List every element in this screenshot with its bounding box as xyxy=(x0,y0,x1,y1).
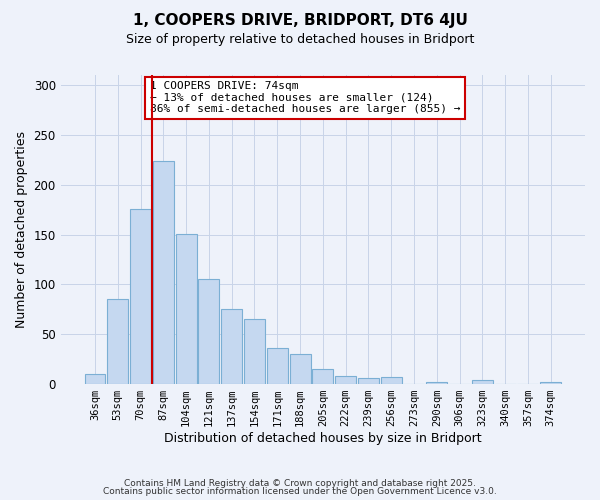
Text: 1 COOPERS DRIVE: 74sqm
← 13% of detached houses are smaller (124)
86% of semi-de: 1 COOPERS DRIVE: 74sqm ← 13% of detached… xyxy=(150,81,460,114)
Bar xyxy=(85,374,106,384)
Bar xyxy=(381,377,401,384)
Text: Size of property relative to detached houses in Bridport: Size of property relative to detached ho… xyxy=(126,32,474,46)
Bar xyxy=(221,310,242,384)
Bar xyxy=(335,376,356,384)
Text: Contains HM Land Registry data © Crown copyright and database right 2025.: Contains HM Land Registry data © Crown c… xyxy=(124,478,476,488)
Bar xyxy=(107,300,128,384)
Bar xyxy=(176,234,197,384)
Bar xyxy=(130,208,151,384)
Bar xyxy=(472,380,493,384)
Bar xyxy=(426,382,447,384)
Text: Contains public sector information licensed under the Open Government Licence v3: Contains public sector information licen… xyxy=(103,487,497,496)
X-axis label: Distribution of detached houses by size in Bridport: Distribution of detached houses by size … xyxy=(164,432,482,445)
Bar xyxy=(153,160,174,384)
Y-axis label: Number of detached properties: Number of detached properties xyxy=(15,131,28,328)
Bar xyxy=(358,378,379,384)
Bar xyxy=(267,348,288,384)
Bar xyxy=(313,369,334,384)
Text: 1, COOPERS DRIVE, BRIDPORT, DT6 4JU: 1, COOPERS DRIVE, BRIDPORT, DT6 4JU xyxy=(133,12,467,28)
Bar xyxy=(290,354,311,384)
Bar xyxy=(199,280,220,384)
Bar xyxy=(540,382,561,384)
Bar xyxy=(244,320,265,384)
